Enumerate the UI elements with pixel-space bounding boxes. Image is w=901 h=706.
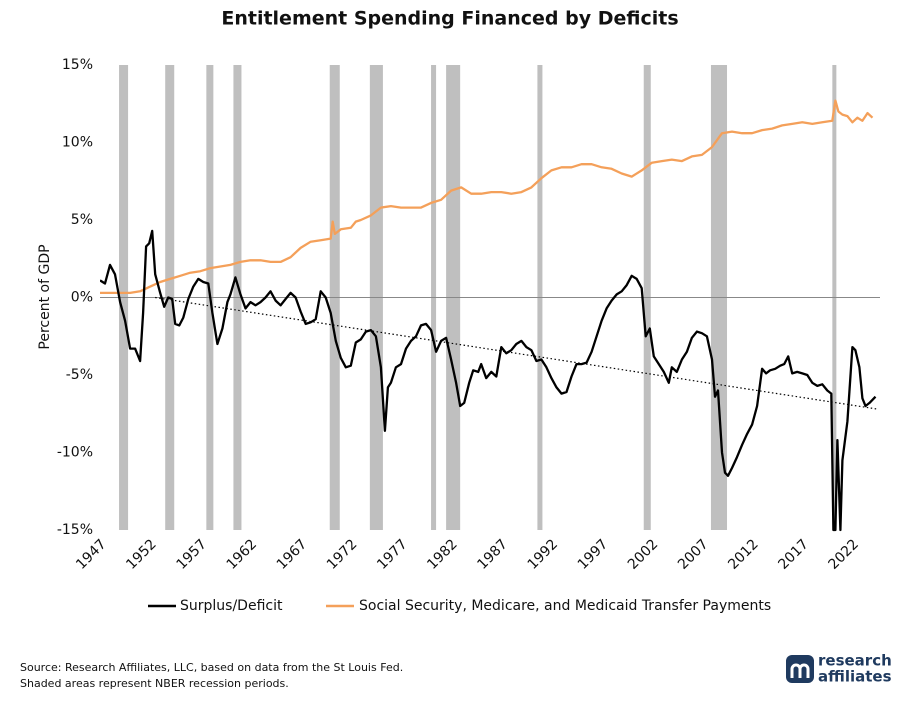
legend-label: Social Security, Medicare, and Medicaid … <box>359 598 771 614</box>
x-tick-label: 2017 <box>775 536 812 573</box>
x-tick-label: 2007 <box>675 536 712 573</box>
series-line <box>100 229 877 532</box>
recession-note: Shaded areas represent NBER recession pe… <box>20 677 289 690</box>
x-tick-label: 2002 <box>625 536 662 573</box>
series-line <box>100 99 874 295</box>
x-tick-label: 1987 <box>474 536 511 573</box>
x-tick-label: 1977 <box>374 536 411 573</box>
trend-line <box>155 296 878 410</box>
x-tick-label: 1947 <box>73 536 110 573</box>
y-tick-label: 0% <box>71 290 93 306</box>
y-tick-label: -15% <box>57 522 93 538</box>
x-tick-label: 1997 <box>575 536 612 573</box>
y-tick-label: -5% <box>66 367 93 383</box>
x-tick-label: 2012 <box>725 536 762 573</box>
x-tick-label: 2022 <box>826 536 863 573</box>
x-tick-label: 1967 <box>274 536 311 573</box>
legend-label: Surplus/Deficit <box>180 598 283 614</box>
y-tick-label: 5% <box>71 212 93 228</box>
x-tick-label: 1982 <box>424 536 461 573</box>
source-note: Source: Research Affiliates, LLC, based … <box>20 661 403 674</box>
x-tick-label: 1972 <box>324 536 361 573</box>
x-tick-label: 1992 <box>525 536 562 573</box>
y-tick-label: -10% <box>57 445 93 461</box>
logo-glyph <box>790 663 810 678</box>
x-tick-label: 1962 <box>224 536 261 573</box>
x-tick-label: 1957 <box>173 536 210 573</box>
logo: research affiliates <box>786 652 892 686</box>
logo-text: research <box>818 652 892 670</box>
chart-title: Entitlement Spending Financed by Deficit… <box>221 8 678 30</box>
y-tick-label: 10% <box>62 135 93 151</box>
logo-text: affiliates <box>818 668 892 686</box>
y-axis-label: Percent of GDP <box>37 244 53 349</box>
x-tick-label: 1952 <box>123 536 160 573</box>
y-tick-label: 15% <box>62 57 93 73</box>
